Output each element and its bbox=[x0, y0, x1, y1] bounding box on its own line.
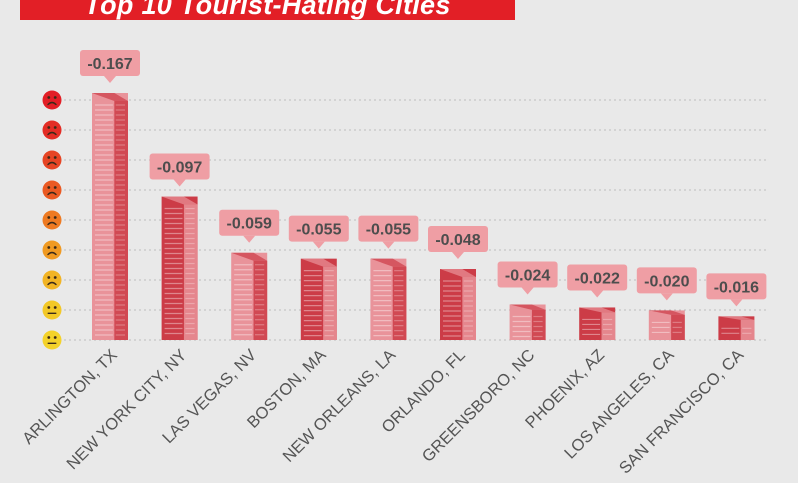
bar bbox=[718, 316, 755, 340]
value-label-text: -0.059 bbox=[227, 216, 272, 233]
value-label: -0.016 bbox=[706, 273, 767, 307]
category-label: SAN FRANCISCO, CA bbox=[616, 346, 747, 477]
value-label-text: -0.024 bbox=[505, 268, 550, 285]
value-label-text: -0.022 bbox=[575, 270, 620, 287]
value-label-text: -0.055 bbox=[366, 222, 411, 239]
bar bbox=[231, 252, 268, 340]
category-label: NEW ORLEANS, LA bbox=[280, 346, 400, 466]
value-label: -0.097 bbox=[149, 153, 210, 187]
chart-title: Top 10 Tourist-Hating Cities bbox=[84, 0, 451, 20]
value-labels: -0.167 -0.097 -0.059 -0.055 -0.055 -0.048 -0.0… bbox=[80, 50, 767, 307]
sad-face-icon-3 bbox=[42, 150, 62, 170]
sad-face-icon-7 bbox=[42, 270, 62, 290]
sad-face-icon-4 bbox=[42, 180, 62, 200]
sad-face-icon-2 bbox=[42, 120, 62, 140]
bar bbox=[440, 269, 476, 340]
value-label: -0.167 bbox=[80, 50, 140, 83]
value-label-text: -0.020 bbox=[644, 273, 689, 290]
bar bbox=[161, 196, 198, 340]
value-label-text: -0.167 bbox=[87, 56, 132, 73]
bar bbox=[92, 93, 128, 340]
bar bbox=[370, 258, 407, 340]
value-label: -0.048 bbox=[428, 226, 488, 260]
value-label-text: -0.016 bbox=[714, 279, 759, 296]
mood-scale bbox=[42, 90, 62, 350]
category-label: NEW YORK CITY, NY bbox=[63, 346, 190, 473]
bar bbox=[509, 304, 546, 340]
title-banner: Top 10 Tourist-Hating Cities bbox=[20, 0, 515, 20]
value-label-text: -0.048 bbox=[435, 232, 480, 249]
value-label: -0.059 bbox=[219, 209, 280, 243]
very-sad-face-icon bbox=[42, 90, 62, 110]
bar bbox=[648, 310, 685, 340]
bar bbox=[579, 307, 616, 340]
value-label: -0.020 bbox=[636, 267, 697, 301]
neutral-face-icon-2 bbox=[42, 330, 62, 350]
bar bbox=[300, 258, 337, 340]
bars bbox=[92, 93, 755, 340]
value-label-text: -0.097 bbox=[157, 160, 202, 177]
value-label: -0.022 bbox=[567, 264, 628, 298]
value-label: -0.055 bbox=[288, 215, 349, 249]
neutral-face-icon-1 bbox=[42, 300, 62, 320]
value-label-text: -0.055 bbox=[296, 222, 341, 239]
sad-face-icon-5 bbox=[42, 210, 62, 230]
value-label: -0.024 bbox=[497, 261, 558, 295]
category-label: GREENSBORO, NC bbox=[419, 346, 539, 466]
sad-face-icon-6 bbox=[42, 240, 62, 260]
value-label: -0.055 bbox=[358, 215, 419, 249]
